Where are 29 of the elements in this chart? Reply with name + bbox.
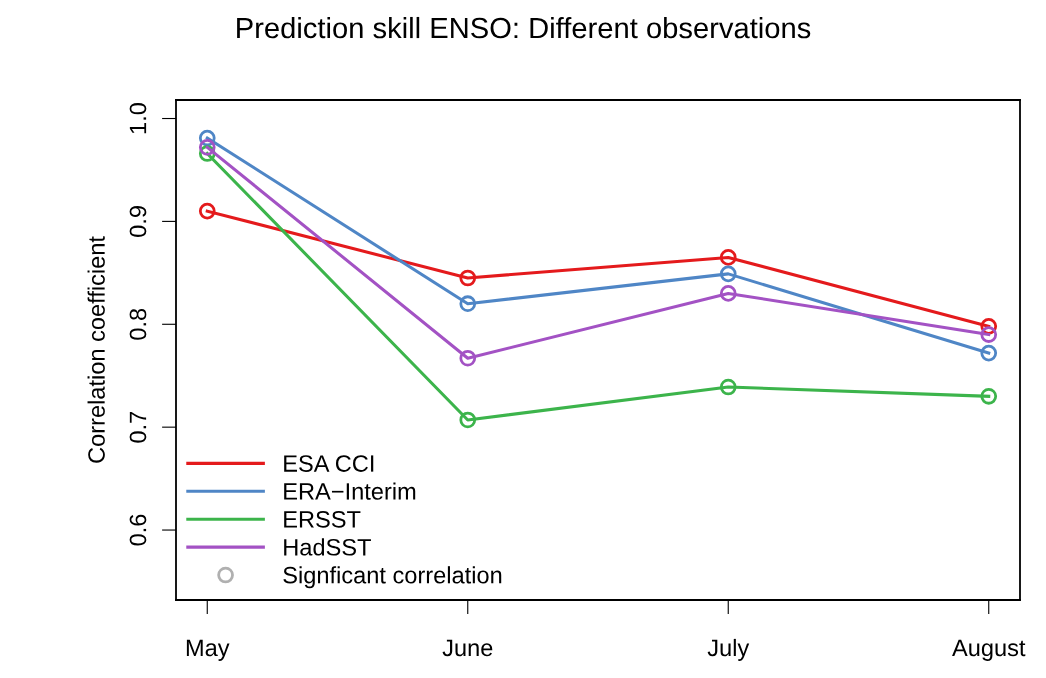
y-tick-label: 0.7	[129, 411, 147, 443]
point	[459, 411, 477, 429]
point	[459, 269, 477, 287]
point	[980, 326, 998, 343]
point	[198, 138, 216, 156]
legend-label: ERA−Interim	[284, 482, 416, 500]
point	[459, 295, 477, 313]
y-axis-title: Correlation coefficient	[87, 236, 105, 463]
y-tick-label: 1.0	[129, 103, 147, 134]
point	[980, 344, 998, 362]
point	[719, 378, 737, 396]
legend-label: ESA CCI	[284, 455, 374, 472]
chart-title: Prediction skill ENSO: Different observations	[237, 16, 811, 39]
point	[719, 249, 737, 266]
point	[719, 265, 737, 283]
y-tick-label: 0.9	[129, 206, 147, 237]
legend-label: Signficant correlation	[283, 566, 502, 589]
point	[980, 387, 998, 405]
point	[459, 349, 477, 367]
point	[198, 202, 216, 220]
y-tick-label: 0.8	[129, 308, 147, 340]
point	[719, 285, 737, 302]
x-tick-label: June	[442, 639, 493, 657]
legend-label: HadSST	[284, 538, 371, 556]
x-tick-label: July	[707, 638, 750, 661]
y-tick-label: 0.6	[129, 514, 147, 546]
x-tick-label: August	[952, 639, 1026, 661]
legend-label: ERSST	[284, 510, 361, 528]
x-tick-label: May	[186, 639, 230, 661]
